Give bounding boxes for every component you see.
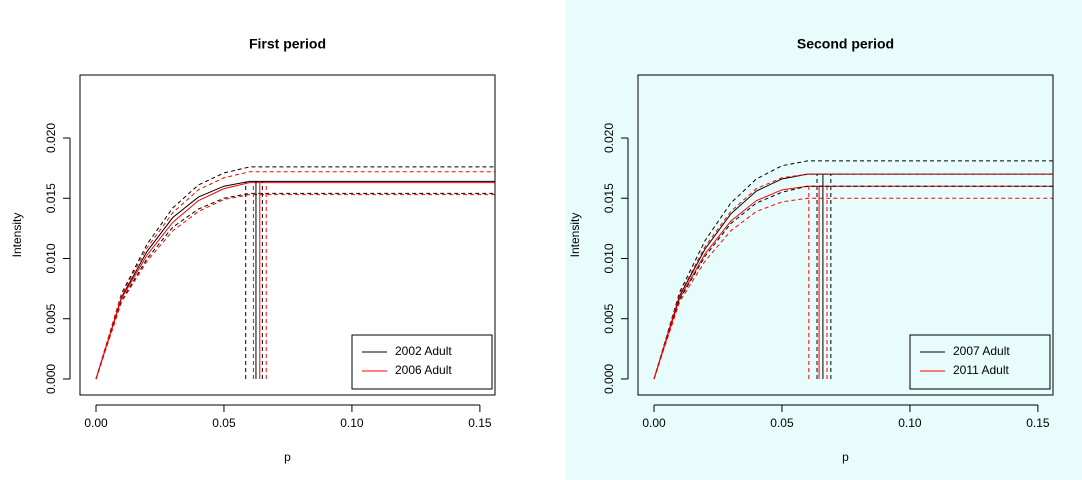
x-tick-label: 0.00 — [84, 416, 108, 430]
x-tick-label: 0.10 — [340, 416, 364, 430]
x-tick-label: 0.10 — [898, 416, 922, 430]
x-axis-label: p — [284, 450, 291, 464]
y-tick-label: 0.020 — [44, 123, 58, 153]
ci-line — [95, 194, 496, 380]
x-tick-label: 0.05 — [770, 416, 794, 430]
chart-title: First period — [249, 36, 326, 52]
y-tick-label: 0.010 — [602, 243, 616, 273]
legend-box — [909, 334, 1051, 390]
panel-background — [565, 0, 1082, 480]
y-tick-label: 0.020 — [602, 123, 616, 153]
y-tick-label: 0.005 — [44, 303, 58, 333]
y-axis-label: Intensity — [568, 213, 582, 258]
chart-title: Second period — [797, 36, 894, 52]
ci-line — [653, 185, 1054, 380]
y-tick-label: 0.005 — [602, 303, 616, 333]
ci-line — [653, 197, 1054, 380]
x-tick-label: 0.15 — [468, 416, 492, 430]
y-tick-label: 0.010 — [44, 243, 58, 273]
x-tick-label: 0.00 — [642, 416, 666, 430]
y-tick-label: 0.015 — [602, 183, 616, 213]
legend-box — [351, 334, 493, 390]
y-tick-label: 0.000 — [602, 364, 616, 394]
legend-label: 2002 Adult — [395, 344, 452, 358]
panel-background — [0, 0, 565, 480]
legend-label: 2006 Adult — [395, 363, 452, 377]
x-tick-label: 0.15 — [1026, 416, 1050, 430]
line-series — [653, 185, 1054, 380]
y-axis-label: Intensity — [10, 213, 24, 258]
ci-line — [95, 171, 496, 380]
line-series — [95, 182, 496, 380]
legend-label: 2011 Adult — [953, 363, 1009, 377]
legend-label: 2007 Adult — [953, 344, 1010, 358]
x-axis-label: p — [842, 450, 849, 464]
ci-line — [653, 173, 1054, 380]
plot-box — [79, 74, 496, 396]
y-tick-label: 0.000 — [44, 364, 58, 394]
ci-line — [95, 166, 496, 380]
ci-line — [653, 160, 1054, 380]
plot-box — [637, 74, 1054, 396]
y-tick-label: 0.015 — [44, 183, 58, 213]
x-tick-label: 0.05 — [212, 416, 236, 430]
